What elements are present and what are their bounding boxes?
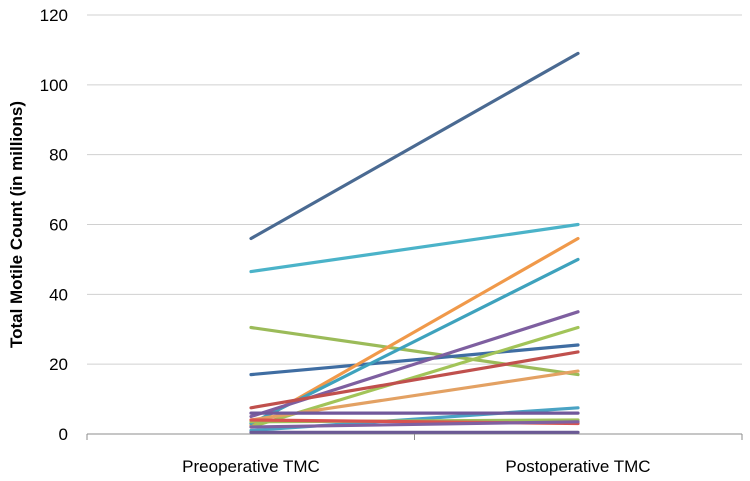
y-axis-title: Total Motile Count (in millions) [7, 101, 26, 348]
y-tick-label: 100 [40, 76, 68, 95]
x-tick-labels: Preoperative TMC Postoperative TMC [182, 457, 650, 476]
series-line-4 [249, 343, 580, 377]
series-line-1 [249, 51, 580, 241]
series-line-9 [249, 350, 580, 410]
x-tick-label: Postoperative TMC [505, 457, 650, 476]
series-line-5 [249, 236, 580, 427]
y-tick-label: 80 [49, 146, 68, 165]
series-lines [249, 51, 580, 434]
y-tick-label: 0 [59, 425, 68, 444]
y-tick-labels: 0 20 40 60 80 100 120 [40, 6, 68, 444]
y-tick-label: 60 [49, 216, 68, 235]
y-tick-label: 20 [49, 355, 68, 374]
y-tick-label: 40 [49, 285, 68, 304]
axes [86, 433, 743, 440]
x-tick-label: Preoperative TMC [182, 457, 320, 476]
series-line-15 [249, 420, 580, 429]
series-line-6 [249, 257, 580, 426]
gridlines [87, 14, 742, 365]
series-line-3 [249, 325, 580, 377]
y-tick-label: 120 [40, 6, 68, 25]
series-line-2 [249, 222, 580, 274]
